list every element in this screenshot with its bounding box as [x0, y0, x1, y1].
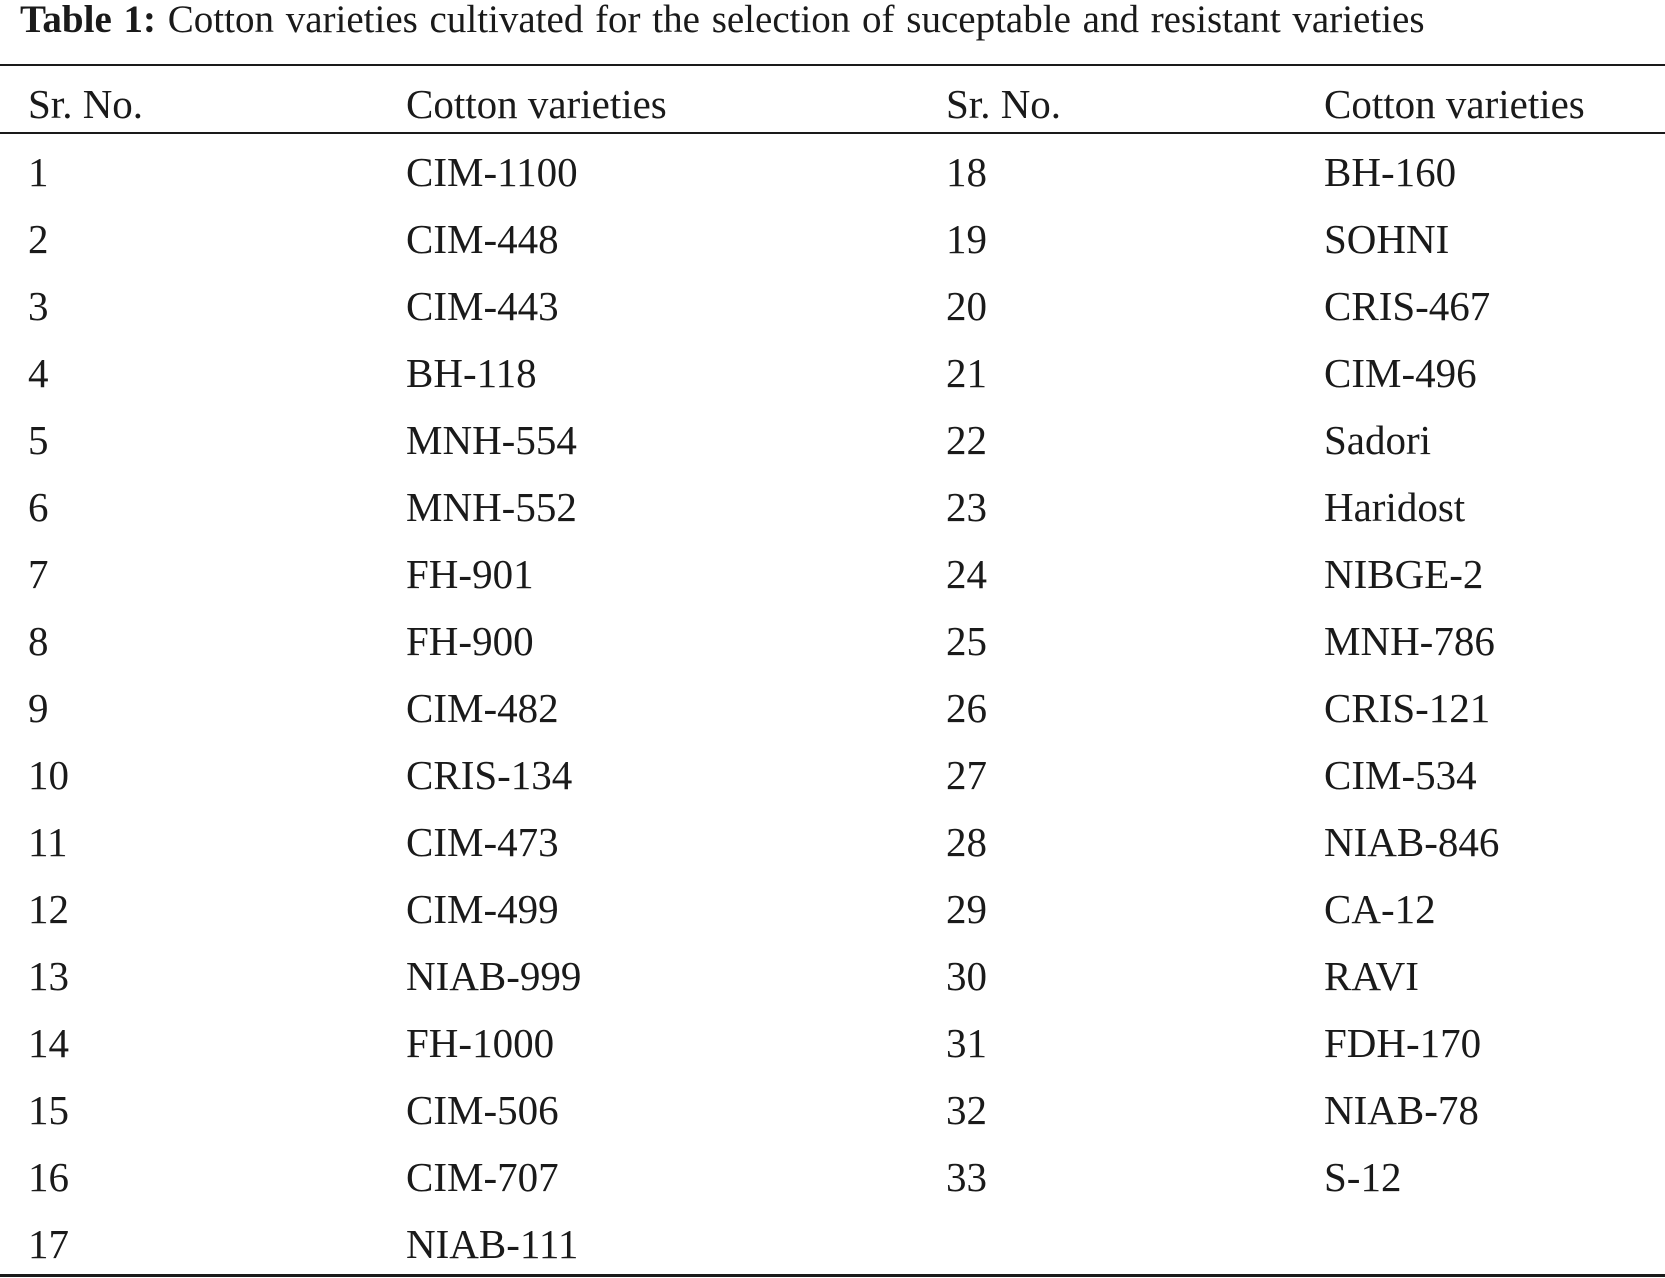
cell-variety-left: CIM-443 [406, 283, 559, 329]
cell-sr-no-right: 23 [946, 484, 987, 530]
cell-sr-no-right: 31 [946, 1020, 987, 1066]
header-sr-no-left: Sr. No. [28, 81, 144, 127]
cell-variety-left: CIM-473 [406, 819, 559, 865]
cell-variety-right: NIAB-846 [1324, 819, 1500, 865]
cell-variety-left: CIM-482 [406, 685, 559, 731]
cell-sr-no-left: 7 [28, 551, 49, 597]
cell-variety-right: NIAB-78 [1324, 1087, 1479, 1133]
cell-sr-no-right: 19 [946, 216, 987, 262]
cell-variety-left: CIM-1100 [406, 149, 578, 195]
cell-variety-right: CIM-534 [1324, 752, 1477, 798]
cell-sr-no-right: 27 [946, 752, 987, 798]
cell-variety-right: S-12 [1324, 1154, 1402, 1200]
cell-variety-right: Haridost [1324, 484, 1466, 530]
cell-sr-no-right: 21 [946, 350, 987, 396]
cell-variety-left: MNH-554 [406, 417, 577, 463]
table-header-rule [0, 132, 1665, 134]
cell-variety-right: RAVI [1324, 953, 1419, 999]
cell-sr-no-right: 33 [946, 1154, 987, 1200]
table-bottom-rule [0, 1274, 1665, 1277]
cell-variety-left: FH-900 [406, 618, 534, 664]
header-cotton-varieties-right: Cotton varieties [1324, 81, 1585, 127]
cell-variety-left: MNH-552 [406, 484, 577, 530]
table-caption-label: Table 1: [20, 0, 157, 41]
cell-variety-left: CIM-499 [406, 886, 559, 932]
cell-variety-left: CIM-506 [406, 1087, 559, 1133]
header-sr-no-right: Sr. No. [946, 81, 1062, 127]
cell-sr-no-left: 12 [28, 886, 69, 932]
cell-sr-no-left: 11 [28, 819, 68, 865]
cell-sr-no-right: 28 [946, 819, 987, 865]
cell-variety-right: BH-160 [1324, 149, 1457, 195]
table-caption: Table 1: Cotton varieties cultivated for… [20, 0, 1425, 44]
cell-sr-no-left: 14 [28, 1020, 69, 1066]
cell-variety-right: CA-12 [1324, 886, 1436, 932]
cell-sr-no-right: 26 [946, 685, 987, 731]
cell-sr-no-left: 5 [28, 417, 49, 463]
cell-sr-no-left: 3 [28, 283, 49, 329]
cell-variety-right: NIBGE-2 [1324, 551, 1484, 597]
cell-sr-no-left: 16 [28, 1154, 69, 1200]
cell-sr-no-right: 30 [946, 953, 987, 999]
cell-sr-no-right: 25 [946, 618, 987, 664]
cell-sr-no-left: 15 [28, 1087, 69, 1133]
cell-sr-no-left: 8 [28, 618, 49, 664]
cell-variety-right: MNH-786 [1324, 618, 1495, 664]
cell-variety-right: CIM-496 [1324, 350, 1477, 396]
cell-variety-right: FDH-170 [1324, 1020, 1482, 1066]
cell-sr-no-left: 1 [28, 149, 49, 195]
cell-sr-no-left: 2 [28, 216, 49, 262]
cell-sr-no-left: 4 [28, 350, 49, 396]
cell-variety-right: SOHNI [1324, 216, 1450, 262]
cell-variety-left: CIM-707 [406, 1154, 559, 1200]
cell-variety-right: CRIS-121 [1324, 685, 1491, 731]
cell-sr-no-left: 13 [28, 953, 69, 999]
cell-sr-no-right: 18 [946, 149, 987, 195]
cell-sr-no-right: 22 [946, 417, 987, 463]
cell-sr-no-right: 29 [946, 886, 987, 932]
table-caption-text: Cotton varieties cultivated for the sele… [167, 0, 1425, 41]
cell-sr-no-right: 20 [946, 283, 987, 329]
cell-sr-no-right: 24 [946, 551, 987, 597]
cell-variety-left: CRIS-134 [406, 752, 573, 798]
cell-variety-right: Sadori [1324, 417, 1432, 463]
cell-variety-right: CRIS-467 [1324, 283, 1491, 329]
cell-variety-left: NIAB-111 [406, 1221, 579, 1267]
cell-sr-no-left: 6 [28, 484, 49, 530]
cell-variety-left: FH-1000 [406, 1020, 555, 1066]
cell-sr-no-left: 17 [28, 1221, 69, 1267]
cell-sr-no-left: 10 [28, 752, 69, 798]
cell-variety-left: BH-118 [406, 350, 537, 396]
table-top-rule [0, 64, 1665, 66]
cell-variety-left: NIAB-999 [406, 953, 582, 999]
cell-variety-left: CIM-448 [406, 216, 559, 262]
header-cotton-varieties-left: Cotton varieties [406, 81, 667, 127]
cell-sr-no-left: 9 [28, 685, 49, 731]
cell-sr-no-right: 32 [946, 1087, 987, 1133]
cell-variety-left: FH-901 [406, 551, 534, 597]
